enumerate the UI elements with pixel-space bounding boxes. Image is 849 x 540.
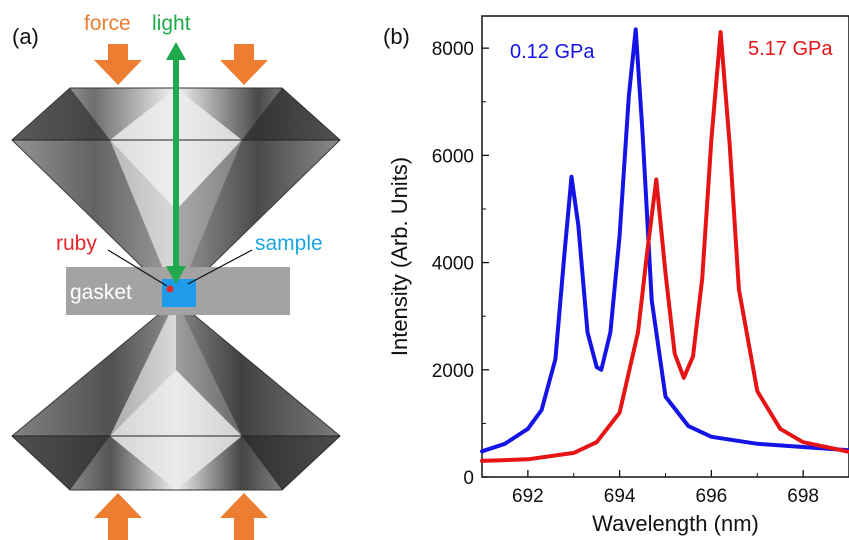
light-label: light [152,12,191,35]
x-tick-label-692: 692 [512,486,544,507]
panel-b: (b) 0 2000 4000 6000 8000 692 694 696 698 Wavelen… [383,15,849,536]
x-axis-title: Wavelength (nm) [592,511,759,536]
y-tick-label-6000: 6000 [432,146,474,167]
series-label-1: 0.12 GPa [510,41,595,63]
series-label-2: 5.17 GPa [748,38,833,60]
force-arrow-top-right [220,44,268,85]
sample-label: sample [255,232,323,255]
x-tick-label-698: 698 [787,486,819,507]
force-arrow-bottom-left [94,493,142,540]
sample-chamber [162,279,196,307]
y-tick-label-0: 0 [463,468,474,489]
series-line-2 [480,30,849,463]
spectrum-chart: 0 2000 4000 6000 8000 692 694 696 698 Wavelength … [387,15,849,536]
gasket-label: gasket [70,281,132,304]
force-arrow-top-left [94,44,142,85]
x-tick-label-694: 694 [604,486,636,507]
force-arrow-bottom-right [220,493,268,540]
sample-pointer [187,249,253,285]
x-tick-label-696: 696 [696,486,728,507]
ruby-label: ruby [56,232,97,255]
plot-frame [481,15,849,478]
light-arrow [166,42,186,284]
y-tick-label-4000: 4000 [432,254,474,275]
series-line-1 [480,27,849,454]
panel-a: (a) [11,12,341,540]
force-label: force [84,12,131,35]
panel-b-label: (b) [383,24,410,49]
y-tick-label-8000: 8000 [432,39,474,60]
ruby-pointer [107,249,168,287]
y-tick-label-2000: 2000 [432,361,474,382]
lower-diamond [11,299,341,491]
y-axis-title: Intensity (Arb. Units) [387,157,412,356]
panel-a-label: (a) [12,24,39,49]
ruby-dot [166,285,174,293]
